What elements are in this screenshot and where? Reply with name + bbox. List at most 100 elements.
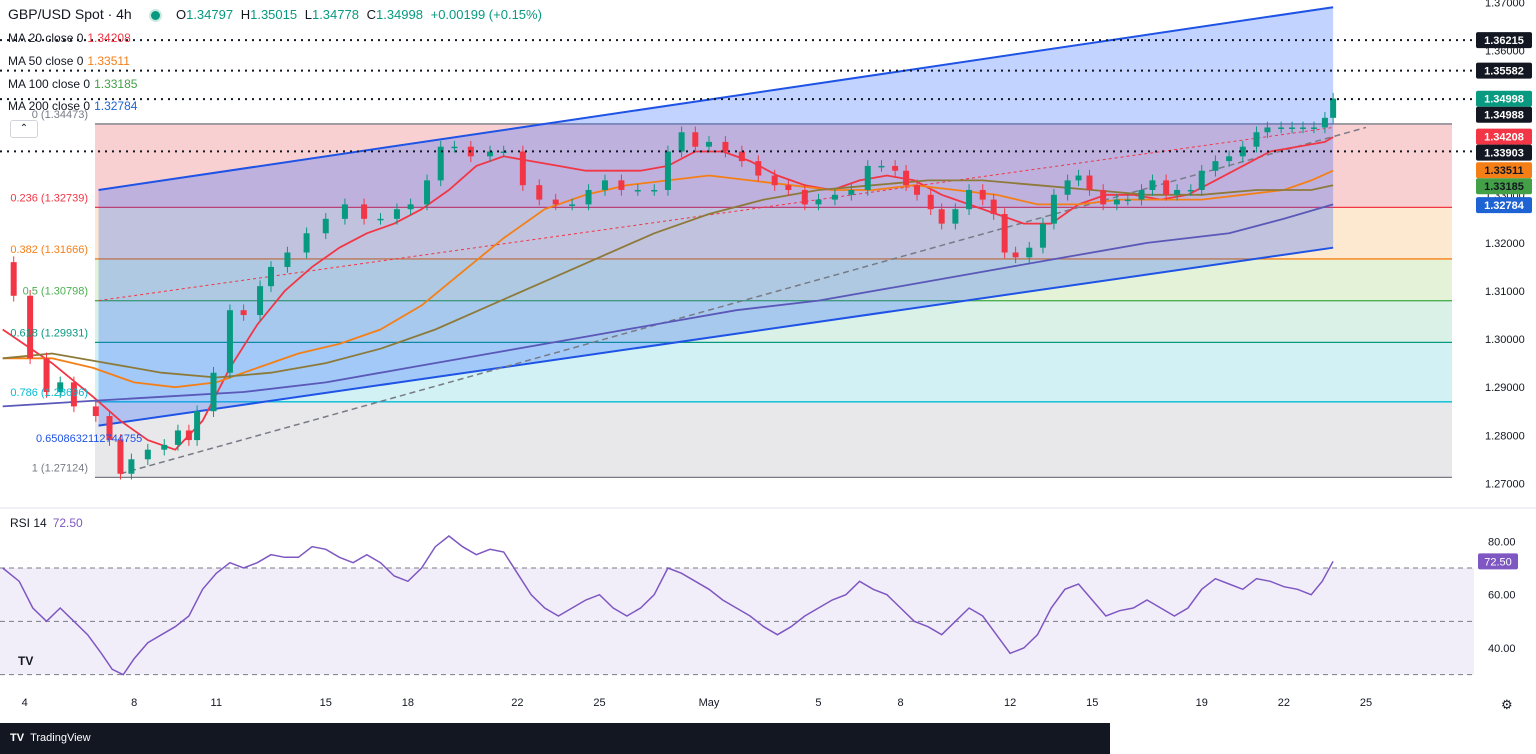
price-badge <box>1476 90 1532 107</box>
candle-body <box>1012 252 1019 258</box>
trend-line <box>120 126 1367 475</box>
price-badge <box>1476 128 1532 145</box>
y-tick-label: 1.37000 <box>1485 0 1525 9</box>
candle-body <box>966 189 973 210</box>
y-tick-label: 1.32000 <box>1485 238 1525 250</box>
high-value: 1.35015 <box>250 7 298 22</box>
price-badge <box>1476 178 1532 195</box>
price-badge-text: 1.34208 <box>1484 132 1524 144</box>
candle-body <box>979 189 986 200</box>
candle-body <box>990 199 997 215</box>
candle-body <box>1075 175 1082 181</box>
low-value: 1.34778 <box>311 7 359 22</box>
candle-body <box>1149 180 1156 190</box>
candle-body <box>1086 175 1093 190</box>
ma-50-legend[interactable]: MA 50 close 0 1.33511 <box>8 54 130 68</box>
y-tick-label: 1.36000 <box>1485 46 1525 58</box>
y-tick-label: 1.27000 <box>1485 478 1525 490</box>
x-tick-label: May <box>699 697 720 709</box>
price-badges: 1.36215 1.35582 1.34998 1.34988 1.34208 1.339… <box>1476 32 1532 214</box>
symbol-title[interactable]: GBP/USD Spot · 4h <box>8 6 132 22</box>
symbol-header: GBP/USD Spot · 4h O1.34797 H1.35015 L1.3… <box>8 6 546 23</box>
candle-body <box>128 459 135 474</box>
candle-body <box>1253 132 1260 147</box>
candle-body <box>341 204 348 219</box>
candle-body <box>1278 127 1285 129</box>
candle-body <box>952 209 959 224</box>
dotted-levels <box>0 39 1474 153</box>
x-tick-label: 19 <box>1196 697 1208 709</box>
fib-labels: 0 (1.34473) 0.236 (1.32739) 0.382 (1.31666… <box>10 109 142 474</box>
candle-body <box>585 189 592 205</box>
price-badge <box>1476 197 1532 214</box>
candle-body <box>70 382 77 407</box>
y-tick-label: 1.29000 <box>1485 382 1525 394</box>
candle-body <box>303 233 310 253</box>
open-value: 1.34797 <box>186 7 234 22</box>
candle-body <box>801 189 808 205</box>
market-status-icon <box>149 9 163 23</box>
candle-body <box>1264 127 1271 133</box>
candle-body <box>377 218 384 221</box>
candle-body <box>1187 189 1194 192</box>
candle-body <box>705 141 712 147</box>
candle-body <box>848 189 855 195</box>
price-badge-text: 1.33185 <box>1484 181 1524 193</box>
price-badge-text: 1.34988 <box>1484 110 1524 122</box>
tradingview-logo: TV TradingView <box>10 732 91 744</box>
candle-body <box>1310 127 1317 129</box>
tradingview-icon: TV <box>18 654 34 668</box>
fib-label-0.5: 0.5 (1.30798) <box>23 286 88 298</box>
candle-body <box>938 209 945 224</box>
high-label: H <box>240 7 251 22</box>
gear-icon[interactable]: ⚙ <box>1501 697 1513 712</box>
price-badge-text: 1.32784 <box>1484 200 1525 212</box>
x-tick-label: 5 <box>815 697 821 709</box>
price-series <box>10 92 1337 480</box>
candle-body <box>1198 170 1205 190</box>
y-tick-label: 1.31000 <box>1485 286 1525 298</box>
channel-fill <box>98 7 1334 426</box>
candle-body <box>878 165 885 168</box>
candle-body <box>1330 98 1337 118</box>
candle-body <box>424 180 431 205</box>
candle-body <box>771 175 778 186</box>
candle-body <box>1226 156 1233 162</box>
close-label: C <box>366 7 376 22</box>
candle-body <box>692 132 699 147</box>
close-value: 1.34998 <box>375 7 423 22</box>
ma-line-3 <box>2 203 1334 408</box>
y-tick-label: 1.30000 <box>1485 334 1525 346</box>
candle-body <box>407 204 414 210</box>
fib-label-0.382: 0.382 (1.31666) <box>10 244 88 256</box>
rsi-tick-label: 80.00 <box>1488 536 1516 548</box>
change-value: +0.00199 (+0.15%) <box>430 7 542 22</box>
candle-body <box>1039 223 1046 248</box>
ma-20-legend[interactable]: MA 20 close 0 1.34208 <box>8 31 131 45</box>
candle-body <box>174 430 181 445</box>
candle-body <box>1124 199 1131 202</box>
fib-label-0.618: 0.618 (1.29931) <box>10 327 88 339</box>
channel-lower-line <box>98 246 1334 427</box>
candle-body <box>1026 247 1033 258</box>
candle-body <box>322 218 329 234</box>
channel-mid-line <box>98 126 1334 302</box>
candle-body <box>487 151 493 157</box>
candle-body <box>451 146 458 149</box>
fib-fills <box>95 123 1452 478</box>
x-tick-label: 25 <box>593 697 605 709</box>
price-badge-text: 1.34998 <box>1484 94 1524 106</box>
rsi-legend[interactable]: RSI 14 72.50 <box>10 516 83 530</box>
candle-body <box>755 161 762 176</box>
candle-body <box>500 151 507 153</box>
ma-100-legend[interactable]: MA 100 close 0 1.33185 <box>8 77 138 91</box>
candle-body <box>1050 194 1057 224</box>
candle-body <box>284 252 291 267</box>
candle-body <box>57 382 64 392</box>
candle-body <box>864 165 871 190</box>
candle-body <box>361 204 368 219</box>
ma-200-legend[interactable]: MA 200 close 0 1.32784 <box>8 99 138 113</box>
candle-body <box>927 194 934 210</box>
collapse-legend-button[interactable]: ⌃ <box>10 120 38 138</box>
candle-body <box>815 199 822 205</box>
